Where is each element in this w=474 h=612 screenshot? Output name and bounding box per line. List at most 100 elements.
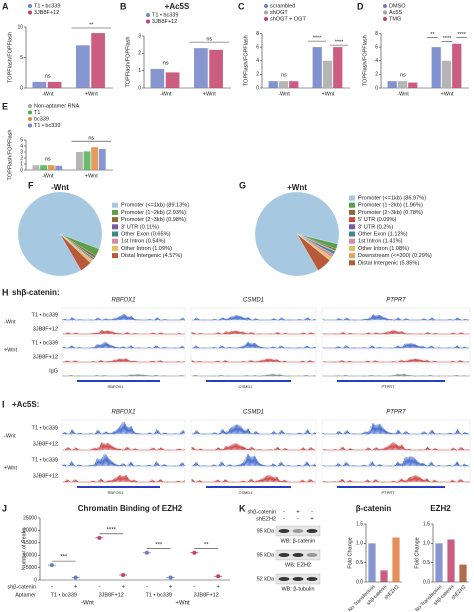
band xyxy=(292,529,304,533)
significance-label: **** xyxy=(107,527,117,533)
gene-model-label: PTPRT xyxy=(381,384,395,389)
significance-label: ns xyxy=(88,136,94,142)
bar xyxy=(47,81,62,88)
bar xyxy=(459,564,467,582)
track-label: 3JB8F+12 xyxy=(33,473,58,479)
bar xyxy=(32,81,47,88)
gene-name: RBFOX1 xyxy=(111,298,135,304)
y-tick-label: 1.5 xyxy=(423,521,430,527)
bar xyxy=(368,543,376,582)
legend-label: T1 • bc339 xyxy=(34,3,60,9)
track-frame xyxy=(321,307,471,321)
y-tick-label: 25000 xyxy=(23,515,37,521)
legend-label: shOGT xyxy=(270,10,288,16)
row-label: shβ-catenin xyxy=(7,584,36,590)
y-tick-label: 1.0 xyxy=(356,541,363,547)
legend-swatch xyxy=(112,217,118,223)
bar xyxy=(150,68,165,88)
legend-marker xyxy=(28,117,32,121)
x-tick-label: -Wnt xyxy=(160,91,172,97)
coverage-signal xyxy=(191,330,316,336)
coverage-signal xyxy=(322,442,470,452)
legend-label: Distal Intergenic (4.57%) xyxy=(121,253,182,259)
legend-marker xyxy=(28,104,32,108)
panel-label: I xyxy=(2,399,5,409)
panel-label: D xyxy=(357,1,364,11)
bar xyxy=(91,33,105,88)
lane-sign: + xyxy=(296,510,300,516)
y-tick-label: 2 xyxy=(256,72,259,78)
y-tick-label: 4 xyxy=(375,58,378,64)
significance-label: *** xyxy=(60,555,68,561)
band xyxy=(292,577,304,581)
bar xyxy=(408,82,418,88)
legend-label: Other Intron (1.08%) xyxy=(358,246,409,252)
legend-label: Promoter (1~2kb) (2.93%) xyxy=(121,210,186,216)
gene-model-label: CSMD1 xyxy=(238,384,253,389)
panel-label: K xyxy=(239,503,246,513)
y-tick-label: 1 xyxy=(20,161,23,167)
y-tick-label: 8 xyxy=(375,31,378,37)
lane-sign: - xyxy=(311,510,313,516)
coverage-signal xyxy=(62,421,185,436)
lane-sign: - xyxy=(283,517,285,523)
aptamer-label: 3JB8F+12 xyxy=(194,592,219,598)
legend-swatch xyxy=(349,253,355,259)
bar xyxy=(441,60,452,88)
y-tick-label: 20000 xyxy=(23,528,37,534)
coverage-signal xyxy=(192,315,316,322)
band xyxy=(278,529,290,533)
x-tick-label: -Wnt xyxy=(42,173,54,179)
legend-label: 3JB8F+12 xyxy=(152,19,177,25)
track-frame xyxy=(61,451,186,467)
bar xyxy=(452,43,462,88)
aptamer-label: 3JB8F+12 xyxy=(99,592,124,598)
track-frame xyxy=(190,467,317,483)
x-tick-label: +Wnt xyxy=(322,91,335,97)
panel-label: H xyxy=(2,287,9,297)
band xyxy=(278,577,290,581)
coverage-signal xyxy=(191,474,316,484)
coverage-signal xyxy=(62,341,185,350)
x-tick-label: -Wnt xyxy=(278,91,290,97)
track-frame xyxy=(190,307,317,321)
coverage-signal xyxy=(192,341,316,350)
blot-panel xyxy=(275,525,321,537)
track-frame xyxy=(61,363,186,377)
panel-title: β-catenin xyxy=(356,504,392,513)
y-tick-label: 0.0 xyxy=(423,579,430,585)
legend-label: T1 • bc339 xyxy=(34,123,60,129)
legend-label: shOGT + OGT xyxy=(270,16,306,22)
bar xyxy=(91,147,99,170)
bar xyxy=(165,72,180,88)
band xyxy=(278,553,290,557)
condition-label: +Wnt xyxy=(4,465,17,471)
y-tick-label: 0 xyxy=(375,85,378,91)
coverage-signal xyxy=(63,474,185,484)
y-tick-label: 10 xyxy=(17,24,23,30)
coverage-signal xyxy=(322,314,470,322)
blot-label: WB: β-catenin xyxy=(281,538,316,544)
coverage-signal xyxy=(322,423,470,436)
legend-swatch xyxy=(112,238,118,244)
x-tick-label: +Wnt xyxy=(85,173,98,179)
band xyxy=(306,553,318,557)
legend-label: Promoter (<=1kb) (89.13%) xyxy=(121,203,189,209)
y-tick-label: 4 xyxy=(256,58,259,64)
pie-title: -Wnt xyxy=(51,183,69,192)
blot-row-label: shEZH2 xyxy=(256,516,276,522)
legend-swatch xyxy=(112,245,118,251)
bar xyxy=(32,165,40,170)
coverage-signal xyxy=(322,358,470,364)
y-axis-label: TOPFlash/FOPFlash xyxy=(243,35,249,86)
coverage-signal xyxy=(191,443,316,452)
coverage-signal xyxy=(62,373,185,377)
bar xyxy=(47,165,55,170)
legend-swatch xyxy=(112,224,118,230)
condition-label: -Wnt xyxy=(4,433,16,439)
coverage-signal xyxy=(322,343,470,350)
track-frame xyxy=(190,321,317,335)
panel-title: +Ac5S xyxy=(165,2,190,11)
y-tick-label: 2 xyxy=(375,72,378,78)
significance-label: ns xyxy=(163,60,169,66)
